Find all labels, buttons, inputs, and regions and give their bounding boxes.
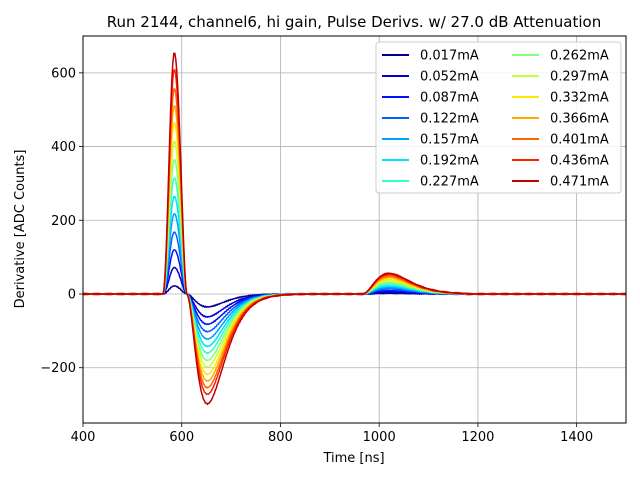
- legend-label: 0.366mA: [550, 112, 609, 127]
- x-tick-label: 400: [71, 430, 96, 445]
- legend-label: 0.122mA: [420, 112, 479, 127]
- legend-label: 0.297mA: [550, 70, 609, 85]
- y-tick-label: −200: [40, 361, 76, 376]
- legend-label: 0.087mA: [420, 91, 479, 106]
- series-group: [83, 52, 626, 406]
- x-axis-label: Time [ns]: [322, 451, 384, 466]
- legend-label: 0.471mA: [550, 175, 609, 190]
- chart-title: Run 2144, channel6, hi gain, Pulse Deriv…: [107, 13, 601, 31]
- legend-box: [375, 41, 622, 194]
- plot-frame: [82, 35, 627, 424]
- y-axis-label: Derivative [ADC Counts]: [13, 150, 28, 309]
- legend-label: 0.157mA: [420, 133, 479, 148]
- y-axis: −200 0 200 400 600: [40, 66, 83, 376]
- x-axis: 400 600 800 1000 1200 1400: [71, 423, 593, 445]
- legend-label: 0.401mA: [550, 133, 609, 148]
- y-tick-label: 600: [51, 66, 76, 81]
- y-tick-label: 0: [68, 288, 76, 303]
- y-tick-label: 400: [51, 140, 76, 155]
- x-tick-label: 600: [169, 430, 194, 445]
- x-tick-label: 1000: [363, 430, 396, 445]
- legend-label: 0.332mA: [550, 91, 609, 106]
- y-tick-label: 200: [51, 214, 76, 229]
- x-tick-label: 800: [268, 430, 293, 445]
- legend-label: 0.017mA: [420, 49, 479, 64]
- x-tick-label: 1200: [461, 430, 494, 445]
- legend-label: 0.227mA: [420, 175, 479, 190]
- x-tick-label: 1400: [560, 430, 593, 445]
- legend-label: 0.436mA: [550, 154, 609, 169]
- legend-label: 0.192mA: [420, 154, 479, 169]
- legend: 0.017mA 0.052mA 0.087mA 0.122mA 0.157mA 0.192…: [375, 41, 622, 194]
- legend-label: 0.262mA: [550, 49, 609, 64]
- legend-label: 0.052mA: [420, 70, 479, 85]
- series-line-0.471mA: [83, 52, 626, 406]
